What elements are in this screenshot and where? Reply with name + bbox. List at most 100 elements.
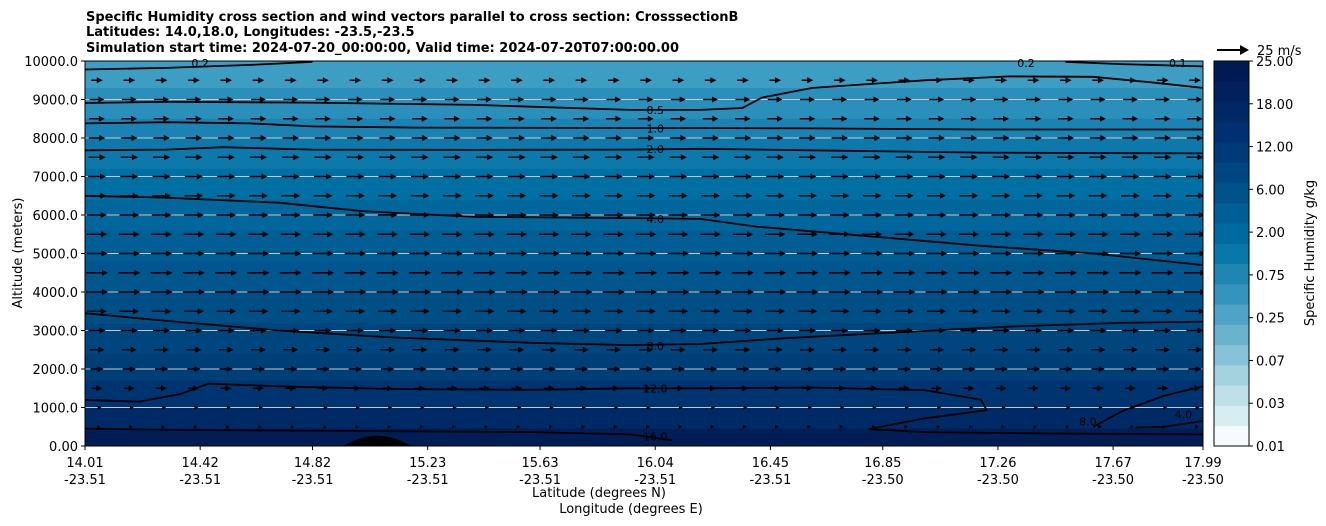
wind-vector-head (424, 289, 431, 295)
wind-vector-head (940, 308, 947, 315)
wind-vector-head (843, 231, 850, 238)
title-line-3: Simulation start time: 2024-07-20_00:00:… (86, 41, 679, 56)
wind-vector-head (1037, 308, 1044, 315)
wind-vector-head (682, 231, 689, 238)
wind-vector-head (810, 154, 817, 161)
wind-vector (1065, 424, 1070, 429)
wind-vector-head (551, 327, 558, 334)
wind-vector-head (1002, 346, 1009, 353)
wind-vector-head (939, 154, 946, 161)
wind-vector (1194, 424, 1199, 429)
wind-vector-head (133, 212, 140, 218)
wind-vector-head (615, 135, 622, 141)
wind-vector-head (1070, 269, 1077, 276)
wind-vector-head (130, 96, 137, 103)
wind-vector-head (326, 192, 333, 199)
wind-vector (355, 405, 360, 410)
wind-vector-head (586, 250, 593, 257)
wind-vector-head (872, 366, 879, 372)
wind-vector-head (1037, 212, 1044, 218)
wind-vector (291, 405, 296, 410)
wind-vector-head (874, 135, 881, 141)
wind-vector-head (1069, 308, 1076, 315)
colorbar-segment (1214, 405, 1249, 427)
wind-vector (226, 424, 231, 429)
wind-vector-head (808, 96, 815, 103)
x-tick-label-lat: 14.42 (182, 456, 219, 471)
wind-vector-head (455, 173, 462, 180)
wind-vector-head (261, 154, 268, 161)
wind-vector-head (322, 77, 329, 84)
wind-vector-head (905, 96, 912, 103)
wind-vector-head (456, 212, 463, 218)
wind-vector-head (875, 192, 882, 199)
wind-vector-head (392, 289, 399, 295)
wind-vector-head (454, 154, 461, 161)
wind-vector-head (1197, 154, 1203, 161)
colorbar-segment (1214, 162, 1249, 184)
wind-vector-head (548, 385, 555, 392)
wind-vector-head (357, 135, 364, 141)
wind-vector-head (841, 135, 848, 141)
wind-vector-head (1069, 212, 1076, 218)
wind-vector-head (812, 269, 819, 276)
x-tick-label-lat: 14.82 (294, 456, 331, 471)
wind-vector-head (453, 346, 460, 353)
wind-vector-head (328, 289, 335, 295)
wind-vector (258, 424, 263, 429)
wind-vector-head (160, 385, 167, 392)
colorbar-tick-label: 6.00 (1256, 183, 1285, 198)
wind-vector-head (390, 154, 397, 161)
humidity-band (85, 407, 1203, 430)
wind-vector-head (131, 115, 138, 122)
x-tick-label-lat: 16.04 (637, 456, 674, 471)
wind-vector-head (776, 96, 783, 103)
wind-vector (1001, 405, 1006, 410)
wind-vector-head (1006, 289, 1013, 295)
wind-vector-head (489, 289, 496, 295)
wind-vector (549, 424, 554, 429)
x-axis-label-latitude: Latitude (degrees N) (532, 486, 666, 501)
wind-vector-head (714, 308, 721, 315)
wind-vector-head (520, 212, 527, 218)
wind-vector-head (421, 346, 428, 353)
wind-vector-head (871, 77, 878, 84)
wind-vector-head (162, 366, 169, 372)
wind-vector-head (682, 250, 689, 257)
wind-vector-head (1197, 135, 1203, 141)
wind-vector-head (1034, 346, 1041, 353)
wind-vector-head (1100, 135, 1107, 141)
wind-vector-head (617, 231, 624, 238)
wind-vector-head (1067, 96, 1074, 103)
wind-vector-head (746, 192, 753, 199)
colorbar-segment (1214, 243, 1249, 265)
wind-vector-head (1069, 192, 1076, 199)
wind-vector-head (776, 346, 783, 353)
wind-vector (484, 424, 489, 429)
wind-vector-head (193, 385, 200, 392)
wind-vector-head (647, 96, 654, 103)
wind-vector-head (451, 385, 458, 392)
colorbar-segment (1214, 263, 1249, 285)
wind-vector-head (225, 77, 232, 84)
wind-vector-head (1167, 269, 1174, 276)
wind-vector-head (261, 192, 268, 199)
wind-vector-head (230, 231, 237, 238)
terrain (343, 435, 411, 446)
wind-vector-head (1036, 173, 1043, 180)
wind-vector (1162, 424, 1167, 429)
wind-vector-head (102, 289, 108, 295)
wind-vector-head (1135, 269, 1142, 276)
wind-vector (323, 405, 328, 410)
wind-vector-head (1103, 289, 1110, 295)
wind-vector-head (357, 115, 364, 122)
wind-vector-head (419, 385, 426, 392)
wind-vector-head (553, 250, 560, 257)
wind-vector-head (520, 308, 527, 315)
wind-vector-head (680, 154, 687, 161)
wind-vector-head (1068, 327, 1075, 334)
wind-vector (420, 405, 425, 410)
wind-vector-head (1003, 115, 1010, 122)
wind-vector-head (1165, 173, 1172, 180)
wind-vector (646, 405, 651, 410)
